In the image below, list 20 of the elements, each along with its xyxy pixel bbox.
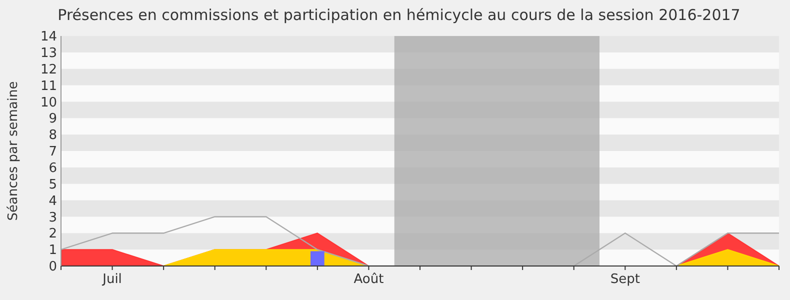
chart-title: Présences en commissions et participation en hémicycle au cours de la session 2016-2017 [58, 6, 740, 24]
y-axis-title: Séances par semaine [6, 81, 21, 221]
y-tick-label: 5 [48, 177, 57, 192]
y-tick-label: 2 [48, 226, 57, 242]
y-tick-label: 6 [48, 160, 57, 176]
y-tick-label: 10 [40, 95, 57, 110]
x-tick-label: Août [354, 272, 384, 287]
y-tick-label: 4 [48, 194, 57, 209]
y-tick-label: 3 [48, 210, 57, 226]
y-tick-label: 14 [40, 30, 57, 45]
y-tick-label: 1 [48, 243, 57, 258]
y-tick-label: 9 [48, 112, 57, 127]
y-tick-label: 11 [40, 78, 57, 94]
y-tick-label: 12 [40, 62, 57, 78]
y-tick-label: 13 [40, 46, 57, 61]
x-tick-label: Juil [102, 272, 122, 287]
y-tick-label: 7 [48, 144, 57, 160]
y-tick-label: 0 [48, 260, 57, 275]
x-tick-label: Sept [610, 272, 640, 287]
y-tick-label: 8 [48, 128, 57, 144]
